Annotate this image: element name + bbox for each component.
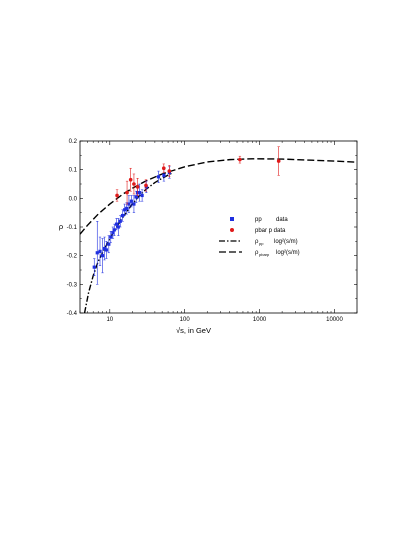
legend-label: ρ	[255, 239, 259, 245]
pp-fit-curve	[83, 171, 174, 313]
legend-label: ρ	[255, 250, 259, 256]
legend-label: pbar p data	[255, 228, 286, 234]
pbarp-data-point	[115, 193, 119, 198]
x-tick-label: 10000	[326, 317, 343, 323]
pp-data-point	[100, 254, 105, 258]
x-tick-label: 100	[180, 317, 191, 323]
pbarp-data-point	[128, 177, 133, 182]
pp-data-point	[127, 202, 131, 206]
pbarp-data-point	[135, 185, 140, 189]
pp-data-point	[92, 265, 96, 269]
y-axis-title: ρ	[59, 222, 63, 231]
pp-data-point	[125, 206, 129, 210]
y-tick-label: 0.2	[69, 139, 78, 145]
pp-data-point	[114, 222, 119, 226]
pp-data-point	[140, 193, 144, 198]
y-tick-label: 0.0	[69, 196, 78, 202]
pp-data-point	[120, 213, 125, 218]
legend-label-extra: data	[276, 217, 288, 223]
pp-data-point	[129, 199, 133, 203]
legend-label-extra: log²(s/m)	[274, 239, 298, 245]
legend-pp-marker	[230, 217, 234, 221]
pp-data-point	[95, 251, 99, 255]
pp-data-point	[156, 175, 161, 179]
legend-label-subscript: pp	[259, 241, 264, 246]
pbarp-data-point	[132, 182, 136, 186]
legend-label: pp	[255, 217, 262, 223]
pp-data-point	[107, 242, 111, 246]
pp-data-point	[116, 225, 120, 229]
pbarp-data-point	[144, 183, 148, 188]
legend-label-extra: log²(s/m)	[276, 250, 300, 256]
y-tick-label: -0.1	[67, 225, 78, 231]
pbarp-data-point	[167, 169, 172, 173]
pp-data-point	[138, 191, 142, 195]
pp-data-point	[98, 249, 102, 253]
x-tick-label: 10	[106, 317, 113, 323]
y-tick-label: -0.3	[67, 282, 78, 288]
plot-frame	[79, 140, 358, 314]
y-tick-label: -0.2	[67, 254, 78, 260]
pbarp-fit-curve	[80, 158, 357, 235]
pbarp-data-point	[276, 159, 281, 163]
pp-data-point	[132, 202, 136, 206]
legend-label-subscript: pbarp	[259, 252, 270, 257]
pp-data-point	[118, 219, 122, 223]
pp-data-point	[109, 235, 113, 239]
pbarp-data-point	[125, 190, 129, 195]
pp-data-point	[123, 208, 127, 212]
pbarp-data-point	[161, 166, 166, 171]
pp-data-point	[104, 248, 108, 252]
y-tick-label: -0.4	[67, 311, 78, 317]
pbarp-data-point	[238, 157, 242, 162]
legend-pbarp-marker	[230, 228, 234, 232]
pp-data-point	[111, 231, 115, 235]
pp-data-point	[112, 228, 116, 232]
pp-data-point	[134, 195, 138, 199]
pp-data-point	[102, 246, 107, 251]
x-axis-title: √s, in GeV	[176, 326, 211, 335]
pp-data-point	[162, 173, 166, 177]
x-tick-label: 1000	[253, 317, 267, 323]
y-tick-label: 0.1	[69, 168, 78, 174]
